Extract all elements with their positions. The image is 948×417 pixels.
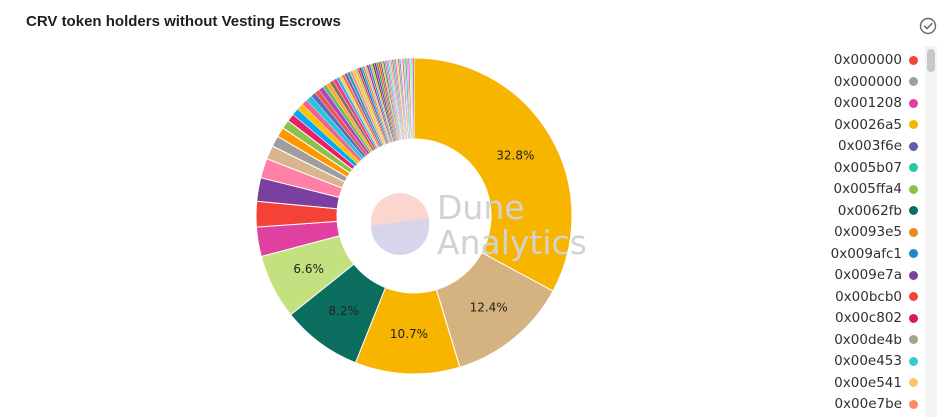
legend-label: 0x00e541	[834, 374, 902, 391]
legend-item[interactable]: 0x00bcb0	[808, 286, 920, 308]
legend-swatch	[909, 98, 918, 108]
legend-item[interactable]: 0x00e453	[808, 350, 920, 372]
legend-item[interactable]: 0x000000	[808, 71, 920, 93]
legend-label: 0x005ffa4	[833, 181, 902, 197]
legend-item[interactable]: 0x00e541	[808, 372, 920, 394]
legend-label: 0x005b07	[833, 159, 902, 176]
watermark-line1: Dune	[437, 188, 525, 227]
legend-label: 0x009e7a	[834, 267, 902, 283]
legend-swatch	[909, 249, 918, 258]
legend-label: 0x001208	[833, 95, 902, 111]
legend-swatch	[909, 163, 918, 172]
legend-item[interactable]: 0x000000	[808, 50, 920, 71]
legend-swatch	[909, 55, 918, 65]
legend-item[interactable]: 0x00e7be	[808, 393, 920, 415]
legend-label: 0x003f6e	[838, 138, 902, 154]
legend-swatch	[909, 399, 918, 409]
legend-label: 0x00bcb0	[835, 288, 902, 305]
check-circle-icon[interactable]	[918, 16, 938, 36]
legend-scrollbar-track[interactable]	[925, 46, 937, 417]
legend-item[interactable]: 0x001208	[808, 92, 920, 114]
slice-data-label: 32.8%	[496, 149, 534, 163]
legend-label: 0x0026a5	[834, 116, 902, 133]
slice-data-label: 8.2%	[328, 304, 359, 318]
slice-data-label: 10.7%	[390, 327, 428, 341]
legend-label: 0x000000	[833, 52, 902, 68]
legend-label: 0x000000	[833, 73, 902, 90]
legend-item[interactable]: 0x009e7a	[808, 264, 920, 286]
legend-swatch	[909, 206, 918, 215]
donut-chart: 32.8% 12.4% 10.7% 8.2% 6.6% Dune Analytics	[255, 57, 587, 375]
legend-item[interactable]: 0x0026a5	[808, 114, 920, 136]
legend-item[interactable]: 0x0093e5	[808, 221, 920, 243]
legend-label: 0x00c802	[835, 310, 902, 326]
chart-title: CRV token holders without Vesting Escrow…	[26, 13, 341, 30]
legend-swatch	[909, 184, 918, 194]
chart-legend: 0x000000 0x000000 0x001208 0x0026a5 0x003f6e…	[808, 50, 920, 417]
slice-data-label: 12.4%	[470, 300, 508, 314]
legend-item[interactable]: 0x005b07	[808, 157, 920, 179]
slice-labels: 32.8% 12.4% 10.7% 8.2% 6.6%	[293, 149, 534, 341]
legend-swatch	[909, 77, 918, 86]
legend-swatch	[909, 335, 918, 344]
legend-item[interactable]: 0x00c802	[808, 307, 920, 329]
dune-watermark: Dune Analytics	[371, 188, 587, 262]
legend-label: 0x0062fb	[837, 202, 902, 219]
slice-data-label: 6.6%	[293, 262, 324, 276]
legend-scrollbar-thumb[interactable]	[927, 49, 935, 72]
legend-swatch	[909, 356, 918, 366]
pie-slice[interactable]	[413, 57, 573, 292]
legend-item[interactable]: 0x00de4b	[808, 329, 920, 351]
legend-swatch	[909, 378, 918, 387]
donut-slices	[255, 57, 573, 375]
legend-label: 0x009afc1	[830, 245, 902, 262]
legend-item[interactable]: 0x009afc1	[808, 243, 920, 265]
legend-label: 0x00e453	[834, 353, 902, 369]
legend-swatch	[909, 120, 918, 129]
legend-swatch	[909, 141, 918, 151]
legend-label: 0x00e7be	[834, 396, 902, 412]
legend-item[interactable]: 0x0062fb	[808, 200, 920, 222]
legend-swatch	[909, 313, 918, 323]
pie-slice[interactable]	[412, 57, 415, 140]
watermark-line2: Analytics	[437, 223, 587, 262]
legend-item[interactable]: 0x003f6e	[808, 135, 920, 157]
legend-label: 0x00de4b	[834, 331, 902, 348]
legend-label: 0x0093e5	[834, 224, 902, 240]
legend-swatch	[909, 292, 918, 301]
legend-swatch	[909, 227, 918, 237]
legend-swatch	[909, 270, 918, 280]
legend-item[interactable]: 0x005ffa4	[808, 178, 920, 200]
